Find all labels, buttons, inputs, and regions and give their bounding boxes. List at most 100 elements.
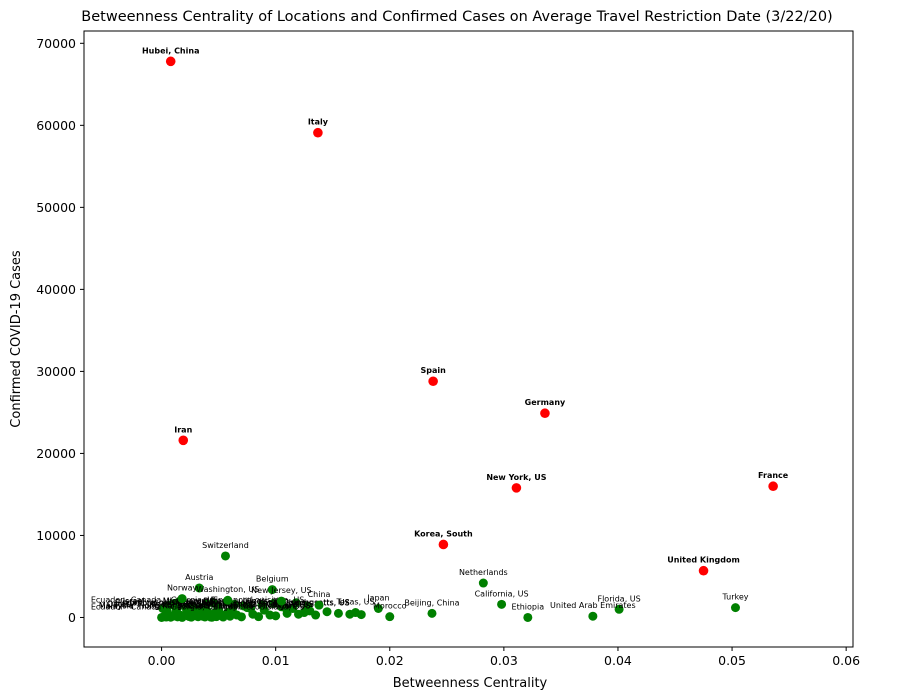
cluster-point-label: Illinois, US <box>147 599 188 608</box>
data-point-high <box>428 376 438 387</box>
point-label: Switzerland <box>202 541 249 550</box>
data-point-low <box>236 612 246 622</box>
point-label: Beijing, China <box>404 598 459 607</box>
data-point-low <box>254 612 264 622</box>
point-label: Norway <box>167 584 198 593</box>
data-point-low <box>271 611 281 621</box>
data-point-high <box>698 565 709 576</box>
cluster-point-label: Michigan, US <box>163 597 215 606</box>
point-label: Spain <box>420 366 446 375</box>
data-point-low <box>333 608 343 618</box>
point-label: Washington, US <box>196 585 259 594</box>
cluster-point-label: Hong Kong, China <box>139 601 211 610</box>
x-tick-label: 0.04 <box>604 653 632 668</box>
cluster-point-label: Massachusetts, US <box>275 598 350 607</box>
data-point-low <box>183 604 193 614</box>
point-label: Turkey <box>721 593 748 602</box>
point-label: New Jersey, US <box>251 586 311 595</box>
data-point-low <box>373 603 383 613</box>
cluster-point-label: Illinois, US <box>243 596 284 605</box>
plot-frame <box>83 30 854 648</box>
point-label: Germany <box>525 398 566 407</box>
cluster-point-label: Malaysia <box>99 601 134 610</box>
cluster-point-label: Louisiana, US <box>251 602 305 611</box>
cluster-point-label: Malaysia <box>195 598 230 607</box>
cluster-point-label: Georgia, US <box>171 602 218 611</box>
data-point-low <box>730 603 740 613</box>
point-label: Italy <box>308 118 329 127</box>
cluster-point-label: Qatar <box>107 599 130 608</box>
cluster-point-label: Israel <box>219 601 241 610</box>
cluster-point-label: Canada <box>227 600 258 609</box>
cluster-point-label: Georgia, US <box>267 599 314 608</box>
data-point-high <box>438 539 449 550</box>
y-axis: 0 10000 20000 30000 40000 50000 60000 70000 <box>36 36 84 625</box>
cluster-point-label: Michigan, US <box>259 601 311 610</box>
x-tick-label: 0.01 <box>262 653 290 668</box>
y-tick-label: 20000 <box>36 446 76 461</box>
cluster-point-label: Ecuador <box>91 602 124 611</box>
data-point-low <box>311 610 321 620</box>
y-tick-label: 70000 <box>36 36 76 51</box>
data-point-low <box>194 583 204 593</box>
data-point-low <box>314 600 324 610</box>
data-point-low <box>219 610 229 620</box>
cluster-point-label: Illinois, US <box>243 597 284 606</box>
y-tick-label: 10000 <box>36 528 76 543</box>
y-tick-label: 50000 <box>36 200 76 215</box>
cluster-point-label: Georgia, US <box>267 600 314 609</box>
cluster-point-label: Israel <box>219 601 241 610</box>
y-tick-label: 0 <box>68 610 76 625</box>
y-axis-label: Confirmed COVID-19 Cases <box>9 250 24 428</box>
data-point-low <box>614 604 624 614</box>
data-point-low <box>351 608 361 618</box>
cluster-point-label: Michigan, US <box>163 596 215 605</box>
y-tick-label: 60000 <box>36 118 76 133</box>
point-label: California, US <box>475 589 529 598</box>
x-axis-label: Betweenness Centrality <box>393 676 548 691</box>
cluster-point-label: Canada <box>131 602 162 611</box>
plot-area: EcuadorMalaysiaQatarSingaporeIsraelCanad… <box>91 46 789 622</box>
data-point-low <box>239 601 249 611</box>
cluster-point-label: Singapore <box>115 598 155 607</box>
cluster-point-label: Qatar <box>203 597 226 606</box>
data-point-low <box>523 612 533 622</box>
cluster-point-label: Qatar <box>107 600 130 609</box>
data-point-low <box>223 595 233 605</box>
data-point-low <box>246 603 256 613</box>
data-point-low <box>220 551 230 561</box>
y-tick-label: 40000 <box>36 282 76 297</box>
data-point-high <box>165 56 176 67</box>
cluster-point-label: Massachusetts, US <box>179 601 254 610</box>
data-point-low <box>230 599 240 609</box>
point-label: Belgium <box>256 575 289 584</box>
data-point-low <box>171 605 181 615</box>
x-tick-label: 0.06 <box>832 653 860 668</box>
data-point-low <box>478 578 488 588</box>
data-point-low <box>427 608 437 618</box>
point-label: United Kingdom <box>667 556 740 565</box>
data-point-high <box>540 408 550 419</box>
x-tick-label: 0.05 <box>718 653 746 668</box>
x-tick-label: 0.00 <box>148 653 176 668</box>
point-label: France <box>758 471 789 480</box>
cluster-point-label: Qatar <box>203 596 226 605</box>
cluster-point-label: Hong Kong, China <box>139 601 211 610</box>
data-point-high <box>768 481 778 492</box>
data-point-low <box>257 600 267 610</box>
data-point-low <box>276 596 286 606</box>
cluster-point-label: Malaysia <box>99 601 134 610</box>
data-point-high <box>178 435 189 446</box>
cluster-point-label: Ecuador <box>91 595 124 604</box>
data-point-low <box>385 612 395 622</box>
data-point-low <box>197 603 207 613</box>
cluster-point-label: Malaysia <box>195 598 230 607</box>
x-tick-label: 0.02 <box>376 653 404 668</box>
x-tick-label: 0.03 <box>490 653 518 668</box>
cluster-point-label: Singapore <box>115 598 155 607</box>
cluster-point-label: Illinois, US <box>147 600 188 609</box>
data-point-low <box>162 607 172 617</box>
data-point-low <box>267 585 277 595</box>
point-label: Texas, US <box>335 598 374 607</box>
